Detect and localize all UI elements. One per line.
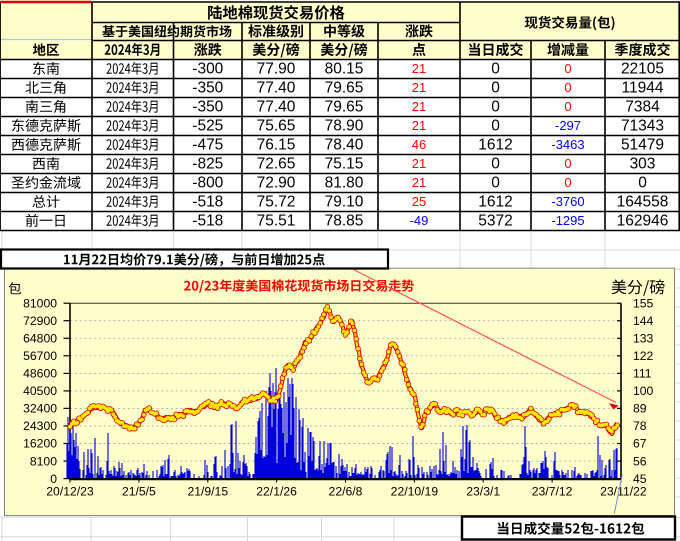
svg-text:100: 100 <box>633 384 654 398</box>
svg-text:32400: 32400 <box>23 402 57 416</box>
svg-text:78.40: 78.40 <box>325 137 364 154</box>
svg-text:45: 45 <box>633 472 647 486</box>
svg-text:81.80: 81.80 <box>325 175 364 192</box>
svg-text:23/11/22: 23/11/22 <box>600 485 647 499</box>
svg-text:22/10/19: 22/10/19 <box>391 485 439 499</box>
svg-text:0: 0 <box>564 80 571 95</box>
svg-text:21/9/15: 21/9/15 <box>187 485 228 499</box>
svg-text:122: 122 <box>633 349 654 363</box>
svg-text:0: 0 <box>491 99 500 116</box>
svg-text:-350: -350 <box>192 99 223 116</box>
svg-text:21: 21 <box>412 175 426 190</box>
svg-text:155: 155 <box>633 296 654 310</box>
svg-text:164558: 164558 <box>617 194 669 211</box>
svg-text:79.65: 79.65 <box>325 99 364 116</box>
svg-text:0: 0 <box>638 175 647 192</box>
svg-text:-3760: -3760 <box>551 194 584 209</box>
svg-text:77.40: 77.40 <box>257 80 296 97</box>
svg-text:23/7/12: 23/7/12 <box>532 485 573 499</box>
svg-text:0: 0 <box>564 175 571 190</box>
svg-text:67: 67 <box>633 437 647 451</box>
svg-text:0: 0 <box>491 80 500 97</box>
svg-text:0: 0 <box>491 156 500 173</box>
svg-text:75.51: 75.51 <box>257 213 296 230</box>
svg-text:-3463: -3463 <box>551 137 584 152</box>
svg-text:24300: 24300 <box>23 419 57 433</box>
svg-text:16200: 16200 <box>23 437 57 451</box>
svg-text:0: 0 <box>50 472 57 486</box>
svg-text:76.15: 76.15 <box>257 137 296 154</box>
svg-text:111: 111 <box>633 367 652 381</box>
svg-text:7384: 7384 <box>625 99 660 116</box>
svg-text:81000: 81000 <box>23 296 57 310</box>
svg-text:72.65: 72.65 <box>257 156 296 173</box>
svg-text:23/3/1: 23/3/1 <box>466 485 500 499</box>
svg-text:56: 56 <box>633 454 647 468</box>
svg-text:-518: -518 <box>192 194 223 211</box>
svg-text:75.72: 75.72 <box>257 194 296 211</box>
svg-text:0: 0 <box>564 61 571 76</box>
svg-text:21: 21 <box>412 61 426 76</box>
svg-text:75.15: 75.15 <box>325 156 364 173</box>
svg-text:80.15: 80.15 <box>325 61 364 78</box>
svg-text:-49: -49 <box>410 213 429 228</box>
svg-text:-300: -300 <box>192 61 223 78</box>
svg-text:21: 21 <box>412 99 426 114</box>
svg-text:71343: 71343 <box>621 118 664 135</box>
svg-text:77.40: 77.40 <box>257 99 296 116</box>
svg-text:-475: -475 <box>192 137 223 154</box>
svg-text:78: 78 <box>633 419 647 433</box>
svg-text:89: 89 <box>633 402 647 416</box>
svg-text:-297: -297 <box>555 118 581 133</box>
svg-text:0: 0 <box>564 99 571 114</box>
svg-text:303: 303 <box>630 156 656 173</box>
svg-text:21: 21 <box>412 156 426 171</box>
svg-text:21/5/5: 21/5/5 <box>122 485 156 499</box>
svg-text:-518: -518 <box>192 213 223 230</box>
svg-text:51479: 51479 <box>621 137 664 154</box>
svg-text:-800: -800 <box>192 175 223 192</box>
svg-text:79.10: 79.10 <box>325 194 364 211</box>
svg-text:56700: 56700 <box>23 349 57 363</box>
svg-text:-350: -350 <box>192 80 223 97</box>
svg-text:1612: 1612 <box>478 194 512 211</box>
svg-text:79.65: 79.65 <box>325 80 364 97</box>
svg-text:22/6/8: 22/6/8 <box>329 485 363 499</box>
svg-text:25: 25 <box>412 194 426 209</box>
svg-text:21: 21 <box>412 118 426 133</box>
svg-text:8100: 8100 <box>30 454 57 468</box>
svg-text:11944: 11944 <box>622 80 664 97</box>
svg-text:-1295: -1295 <box>551 213 584 228</box>
svg-text:0: 0 <box>491 118 500 135</box>
svg-text:72.90: 72.90 <box>257 175 296 192</box>
svg-text:1612: 1612 <box>478 137 512 154</box>
svg-text:0: 0 <box>564 156 571 171</box>
svg-text:77.90: 77.90 <box>257 61 296 78</box>
svg-text:-825: -825 <box>192 156 223 173</box>
svg-text:-525: -525 <box>192 118 223 135</box>
svg-text:22105: 22105 <box>621 61 664 78</box>
svg-text:0: 0 <box>491 61 500 78</box>
svg-text:0: 0 <box>491 175 500 192</box>
svg-text:20/12/23: 20/12/23 <box>46 485 94 499</box>
svg-text:64800: 64800 <box>23 332 57 346</box>
svg-text:144: 144 <box>633 314 654 328</box>
svg-text:5372: 5372 <box>478 213 512 230</box>
svg-text:46: 46 <box>412 137 426 152</box>
svg-text:78.90: 78.90 <box>325 118 364 135</box>
svg-text:162946: 162946 <box>617 213 669 230</box>
svg-text:22/1/26: 22/1/26 <box>256 485 297 499</box>
svg-text:48600: 48600 <box>23 367 57 381</box>
svg-text:40500: 40500 <box>23 384 57 398</box>
svg-text:72900: 72900 <box>23 314 57 328</box>
svg-text:75.65: 75.65 <box>257 118 296 135</box>
svg-text:78.85: 78.85 <box>325 213 364 230</box>
svg-text:21: 21 <box>412 80 426 95</box>
svg-text:133: 133 <box>633 332 654 346</box>
